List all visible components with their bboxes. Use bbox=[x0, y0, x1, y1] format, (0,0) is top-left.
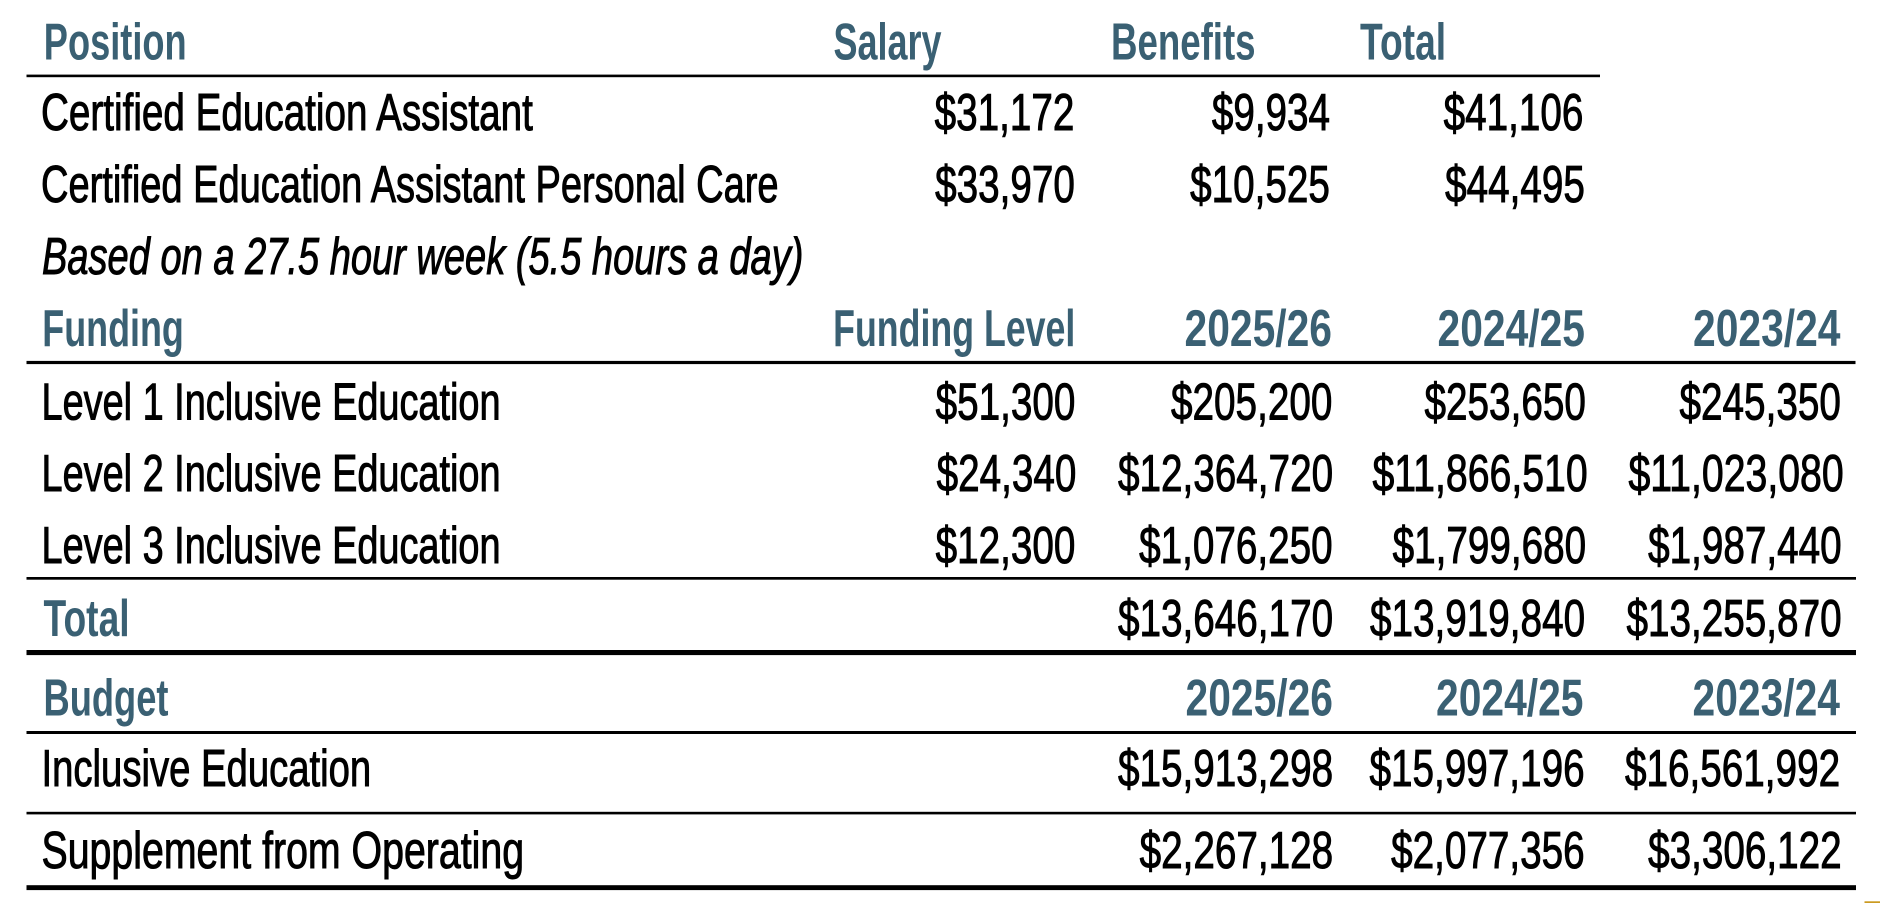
svg-text:$1,987,440: $1,987,440 bbox=[1648, 516, 1842, 574]
svg-text:Certified Education Assistant: Certified Education Assistant bbox=[41, 83, 533, 141]
svg-text:$10,525: $10,525 bbox=[1190, 155, 1330, 213]
svg-text:Budget: Budget bbox=[44, 668, 169, 727]
svg-text:$16,561,992: $16,561,992 bbox=[1625, 739, 1840, 797]
svg-text:Funding: Funding bbox=[42, 301, 184, 358]
svg-text:Level 1 Inclusive Education: Level 1 Inclusive Education bbox=[42, 372, 501, 430]
svg-text:$15,997,196: $15,997,196 bbox=[1369, 739, 1584, 797]
svg-text:2023/24: 2023/24 bbox=[1693, 669, 1840, 727]
svg-text:$41,106: $41,106 bbox=[1444, 83, 1584, 141]
svg-text:Funding Level: Funding Level bbox=[833, 301, 1075, 358]
svg-text:$2,077,356: $2,077,356 bbox=[1391, 821, 1585, 879]
svg-text:$245,350: $245,350 bbox=[1680, 373, 1841, 431]
svg-text:$3,306,122: $3,306,122 bbox=[1648, 821, 1842, 879]
svg-text:$24,340: $24,340 bbox=[937, 444, 1077, 502]
svg-text:2024/25: 2024/25 bbox=[1436, 669, 1583, 727]
svg-text:$31,172: $31,172 bbox=[935, 83, 1075, 141]
svg-text:$33,970: $33,970 bbox=[935, 155, 1075, 213]
svg-text:$2,267,128: $2,267,128 bbox=[1140, 821, 1334, 879]
svg-text:Salary: Salary bbox=[834, 14, 942, 71]
svg-text:Total: Total bbox=[1360, 12, 1446, 71]
svg-text:$1,799,680: $1,799,680 bbox=[1393, 516, 1587, 574]
svg-text:Level 2 Inclusive Education: Level 2 Inclusive Education bbox=[42, 444, 501, 502]
svg-text:2025/26: 2025/26 bbox=[1185, 299, 1332, 357]
svg-text:$13,919,840: $13,919,840 bbox=[1370, 589, 1585, 647]
svg-text:Total: Total bbox=[44, 589, 130, 648]
svg-text:$13,255,870: $13,255,870 bbox=[1626, 589, 1841, 647]
svg-text:2025/26: 2025/26 bbox=[1186, 669, 1333, 727]
svg-text:$12,300: $12,300 bbox=[936, 516, 1076, 574]
svg-text:Benefits: Benefits bbox=[1111, 12, 1256, 71]
svg-text:$205,200: $205,200 bbox=[1171, 373, 1332, 431]
svg-text:$11,023,080: $11,023,080 bbox=[1628, 444, 1843, 503]
svg-text:$13,646,170: $13,646,170 bbox=[1118, 589, 1333, 647]
svg-text:$15,913,298: $15,913,298 bbox=[1118, 739, 1333, 797]
svg-text:Certified Education Assistant: Certified Education Assistant Personal C… bbox=[41, 155, 779, 213]
svg-text:2023/24: 2023/24 bbox=[1693, 299, 1840, 357]
svg-text:Position: Position bbox=[44, 13, 187, 71]
svg-text:$51,300: $51,300 bbox=[936, 373, 1076, 431]
svg-text:$1,076,250: $1,076,250 bbox=[1139, 516, 1333, 574]
svg-text:2024/25: 2024/25 bbox=[1438, 299, 1585, 357]
svg-text:$12,364,720: $12,364,720 bbox=[1118, 444, 1333, 502]
svg-text:$11,866,510: $11,866,510 bbox=[1372, 444, 1587, 503]
svg-text:Based on a 27.5 hour week (5.5: Based on a 27.5 hour week (5.5 hours a d… bbox=[42, 227, 803, 285]
svg-text:$44,495: $44,495 bbox=[1445, 155, 1585, 213]
svg-text:$9,934: $9,934 bbox=[1212, 83, 1330, 141]
svg-text:$253,650: $253,650 bbox=[1425, 373, 1586, 431]
svg-text:Inclusive Education: Inclusive Education bbox=[42, 739, 372, 797]
svg-text:Level 3 Inclusive Education: Level 3 Inclusive Education bbox=[42, 516, 501, 574]
svg-text:Supplement from Operating: Supplement from Operating bbox=[42, 821, 525, 880]
